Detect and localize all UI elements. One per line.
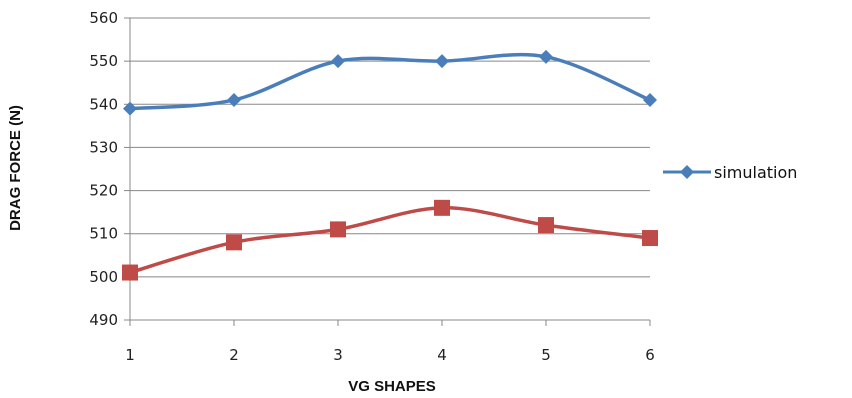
x-tick-label: 4 [437, 346, 447, 364]
series-line-1 [129, 52, 651, 111]
data-point-diamond [435, 54, 449, 69]
x-tick-label: 2 [229, 346, 239, 364]
y-tick-label: 520 [89, 182, 118, 200]
y-tick-labels: 490 500 510 520 530 540 550 560 [89, 9, 118, 329]
data-point-diamond [331, 54, 345, 69]
y-tick-label: 500 [89, 268, 118, 286]
x-tick-label: 6 [645, 346, 655, 364]
data-point-square [122, 264, 138, 281]
x-tick-label: 1 [125, 346, 135, 364]
x-tick-label: 5 [541, 346, 551, 364]
series-line-2 [129, 206, 651, 275]
data-point-diamond [643, 92, 657, 107]
data-point-square [330, 221, 346, 238]
legend-label-simulation: simulation [714, 163, 797, 182]
data-point-diamond [539, 49, 553, 64]
y-tick-label: 550 [89, 52, 118, 70]
series [122, 49, 658, 281]
y-axis-title: DRAG FORCE (N) [7, 105, 24, 231]
legend-marker-simulation [680, 165, 694, 179]
data-point-diamond [123, 101, 137, 116]
gridlines [130, 17, 650, 278]
y-tick-label: 560 [89, 9, 118, 27]
y-tick-label: 490 [89, 311, 118, 329]
y-tick-label: 530 [89, 138, 118, 156]
data-point-diamond [227, 92, 241, 107]
y-tick-label: 540 [89, 95, 118, 113]
y-tick-label: 510 [89, 225, 118, 243]
legend: simulation [663, 163, 797, 182]
data-point-square [434, 199, 450, 216]
x-axis-title: VG SHAPES [348, 378, 436, 395]
x-tick-labels: 1 2 3 4 5 6 [125, 346, 655, 364]
data-point-square [642, 230, 658, 247]
data-point-square [538, 217, 554, 234]
data-point-square [226, 234, 242, 251]
x-tick-label: 3 [333, 346, 343, 364]
